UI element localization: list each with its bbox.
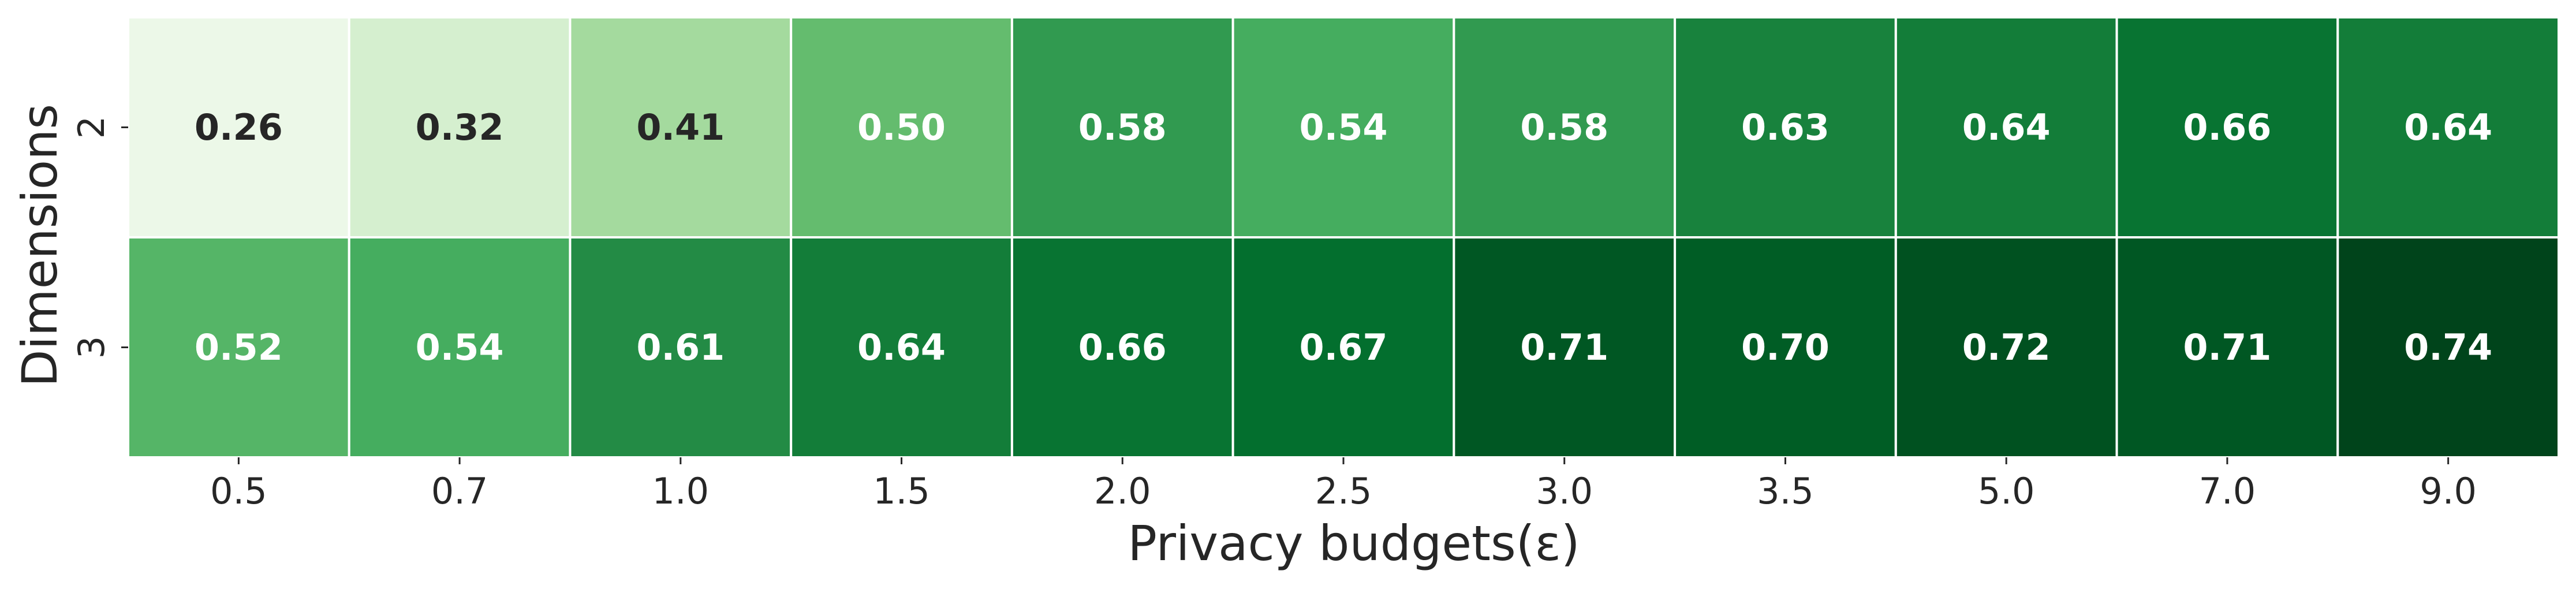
heatmap-cell — [2336, 236, 2560, 458]
cell-value-label: 0.71 — [1520, 326, 1608, 368]
cell-value-label: 0.71 — [2183, 326, 2271, 368]
x-tick-label: 3.0 — [1536, 470, 1593, 512]
cell-value-label: 0.54 — [416, 326, 504, 368]
x-tick-label: 3.5 — [1757, 470, 1814, 512]
cell-value-label: 0.67 — [1300, 326, 1388, 368]
y-tick-label: 3 — [70, 336, 113, 359]
y-axis-label: Dimensions — [12, 104, 68, 387]
heatmap-cell — [348, 16, 572, 238]
heatmap-cell — [1010, 236, 1234, 458]
heatmap-cell — [2115, 236, 2339, 458]
cell-value-label: 0.54 — [1300, 106, 1388, 148]
cell-value-label: 0.66 — [1078, 326, 1167, 368]
y-tick-label: 2 — [70, 116, 113, 139]
x-tick-label: 2.5 — [1315, 470, 1372, 512]
heatmap-cell — [2336, 16, 2560, 238]
cell-value-label: 0.58 — [1078, 106, 1167, 148]
cell-value-label: 0.52 — [195, 326, 283, 368]
cell-value-label: 0.64 — [2404, 106, 2492, 148]
cell-value-label: 0.63 — [1741, 106, 1830, 148]
cell-value-label: 0.74 — [2404, 326, 2492, 368]
heatmap-cell — [1674, 236, 1897, 458]
heatmap-cell — [2115, 16, 2339, 238]
cell-value-label: 0.64 — [857, 326, 946, 368]
heatmap-cell — [790, 16, 1013, 238]
heatmap-cells: 0.26 0.32 0.41 0.50 0.58 0.54 0.58 0.63 0.64 0.66… — [127, 16, 2560, 458]
heatmap-cell — [1894, 236, 2118, 458]
x-axis-ticks: 0.5 0.7 1.0 1.5 2.0 2.5 3.0 3.5 5.0 7.0 9.0 — [210, 457, 2477, 512]
cell-value-label: 0.66 — [2183, 106, 2271, 148]
cell-value-label: 0.72 — [1962, 326, 2051, 368]
heatmap-cell — [1231, 16, 1455, 238]
heatmap-cell — [348, 236, 572, 458]
cell-value-label: 0.58 — [1520, 106, 1608, 148]
heatmap-cell — [569, 236, 793, 458]
cell-value-label: 0.26 — [195, 106, 283, 148]
cell-value-label: 0.61 — [636, 326, 725, 368]
x-tick-label: 2.0 — [1094, 470, 1151, 512]
heatmap-cell — [127, 236, 350, 458]
heatmap-cell — [1674, 16, 1897, 238]
x-tick-label: 1.0 — [652, 470, 710, 512]
cell-value-label: 0.70 — [1741, 326, 1830, 368]
heatmap-cell — [1453, 236, 1677, 458]
x-tick-label: 1.5 — [873, 470, 930, 512]
x-axis-label: Privacy budgets(ε) — [1128, 515, 1580, 572]
cell-value-label: 0.41 — [636, 106, 725, 148]
x-tick-label: 9.0 — [2420, 470, 2477, 512]
heatmap-cell — [1010, 16, 1234, 238]
heatmap-cell — [1231, 236, 1455, 458]
x-tick-label: 0.5 — [210, 470, 267, 512]
cell-value-label: 0.32 — [416, 106, 504, 148]
y-axis-ticks: 23 — [70, 116, 128, 359]
heatmap-cell — [569, 16, 793, 238]
cell-value-label: 0.50 — [857, 106, 946, 148]
cell-value-label: 0.64 — [1962, 106, 2051, 148]
heatmap-cell — [127, 16, 350, 238]
heatmap-cell — [790, 236, 1013, 458]
x-tick-label: 7.0 — [2199, 470, 2256, 512]
x-tick-label: 5.0 — [1978, 470, 2035, 512]
x-tick-label: 0.7 — [431, 470, 488, 512]
